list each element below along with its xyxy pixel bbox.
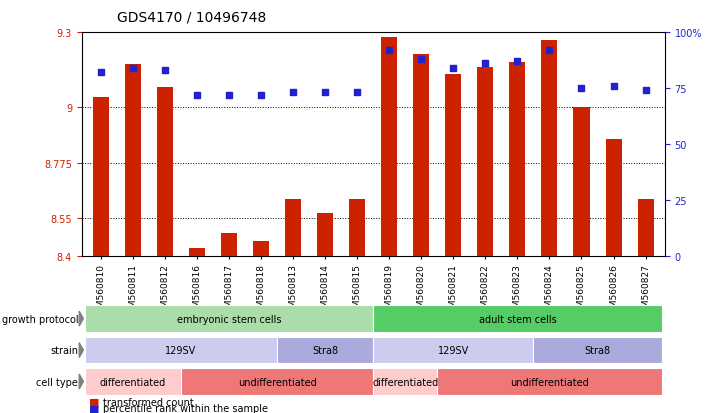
Point xyxy=(287,90,299,97)
Text: Stra8: Stra8 xyxy=(312,345,338,355)
Text: undifferentiated: undifferentiated xyxy=(510,377,589,387)
Bar xyxy=(437,368,661,395)
Text: ■: ■ xyxy=(89,404,100,413)
Bar xyxy=(413,55,429,256)
Text: Stra8: Stra8 xyxy=(584,345,611,355)
Bar xyxy=(253,241,269,256)
Bar xyxy=(125,65,141,256)
Point xyxy=(480,61,491,68)
Bar xyxy=(373,368,437,395)
Polygon shape xyxy=(79,311,83,326)
Point xyxy=(416,57,427,63)
Point xyxy=(384,47,395,54)
Bar xyxy=(373,306,661,332)
Point xyxy=(319,90,331,97)
Text: 129SV: 129SV xyxy=(166,345,197,355)
Bar xyxy=(157,88,173,256)
Bar xyxy=(93,97,109,256)
Bar xyxy=(349,199,365,256)
Text: growth protocol: growth protocol xyxy=(1,314,78,324)
Text: differentiated: differentiated xyxy=(372,377,439,387)
Bar xyxy=(542,40,557,256)
Text: adult stem cells: adult stem cells xyxy=(479,314,556,324)
Text: transformed count: transformed count xyxy=(103,397,194,407)
Point xyxy=(351,90,363,97)
Point xyxy=(127,65,139,72)
Bar xyxy=(509,63,525,256)
Text: differentiated: differentiated xyxy=(100,377,166,387)
Bar xyxy=(606,140,621,256)
Point xyxy=(95,70,107,76)
Point xyxy=(576,85,587,92)
Bar xyxy=(277,337,373,363)
Text: percentile rank within the sample: percentile rank within the sample xyxy=(103,404,268,413)
Bar xyxy=(574,107,589,256)
Bar xyxy=(221,234,237,256)
Bar xyxy=(533,337,661,363)
Polygon shape xyxy=(79,343,83,358)
Bar xyxy=(85,306,373,332)
Point xyxy=(448,65,459,72)
Bar xyxy=(373,337,533,363)
Text: ■: ■ xyxy=(89,397,100,407)
Point xyxy=(223,92,235,99)
Bar xyxy=(189,249,205,256)
Point xyxy=(608,83,619,90)
Point xyxy=(159,68,171,74)
Bar xyxy=(638,199,653,256)
Bar xyxy=(85,368,181,395)
Text: embryonic stem cells: embryonic stem cells xyxy=(177,314,282,324)
Point xyxy=(640,88,651,94)
Text: cell type: cell type xyxy=(36,377,78,387)
Polygon shape xyxy=(79,374,83,389)
Text: undifferentiated: undifferentiated xyxy=(237,377,316,387)
Point xyxy=(191,92,203,99)
Text: GDS4170 / 10496748: GDS4170 / 10496748 xyxy=(117,11,267,25)
Bar xyxy=(381,38,397,256)
Text: 129SV: 129SV xyxy=(438,345,469,355)
Bar xyxy=(85,337,277,363)
Point xyxy=(544,47,555,54)
Text: strain: strain xyxy=(50,345,78,355)
Bar xyxy=(285,199,301,256)
Bar xyxy=(181,368,373,395)
Bar xyxy=(477,68,493,256)
Bar xyxy=(317,214,333,256)
Bar xyxy=(445,75,461,256)
Point xyxy=(255,92,267,99)
Point xyxy=(512,59,523,65)
